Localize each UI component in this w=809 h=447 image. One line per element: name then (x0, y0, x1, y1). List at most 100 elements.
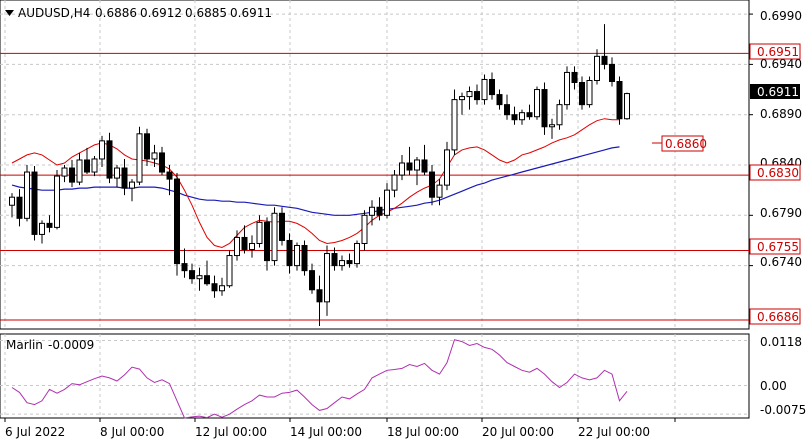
ohlc-close: 0.6911 (230, 6, 272, 20)
indicator-tick: 0.0118 (760, 335, 802, 349)
level-tag: 0.6951 (757, 45, 799, 59)
level-tag: 0.6755 (757, 240, 799, 254)
bearish-candle (316, 289, 323, 303)
bearish-candle (301, 244, 308, 272)
bullish-candle (91, 158, 98, 173)
chart-menu-triangle-icon[interactable] (5, 10, 14, 16)
price-tick: 0.6990 (760, 9, 802, 23)
bullish-candle (481, 78, 488, 101)
moving-averages (11, 118, 620, 249)
bullish-candle (624, 93, 630, 120)
bearish-candle (579, 82, 585, 106)
indicator-axis[interactable]: 0.0118 0.00 -0.0075 (760, 335, 806, 417)
level-tag-box (749, 164, 801, 181)
ohlc-high: 0.6912 (140, 6, 182, 20)
indicator-name: Marlin (6, 338, 43, 352)
bearish-candle (376, 206, 383, 216)
bullish-candle (61, 167, 68, 177)
bearish-candle (46, 222, 53, 228)
bullish-candle (271, 212, 278, 262)
bearish-candle (106, 140, 113, 179)
bullish-candle (196, 275, 203, 280)
bearish-candle (204, 275, 210, 285)
indicator-panel[interactable] (0, 333, 750, 419)
bearish-candle (286, 239, 293, 267)
bullish-candle (234, 236, 240, 257)
target-box (661, 135, 704, 152)
time-tick: 14 Jul 00:00 (290, 425, 362, 439)
marlin-line (11, 339, 628, 419)
bullish-candle (219, 285, 225, 292)
bullish-candle (384, 189, 390, 216)
bearish-candle (616, 80, 623, 120)
price-tick: 0.6890 (760, 107, 802, 121)
bullish-candle (324, 253, 330, 303)
bullish-candle (339, 260, 345, 267)
bearish-candle (496, 94, 503, 106)
bearish-candle (601, 55, 608, 65)
bullish-candle (399, 162, 405, 176)
bearish-candle (511, 114, 518, 121)
target-label: 0.6860 (665, 137, 707, 151)
bullish-candle (586, 79, 593, 106)
bearish-candle (211, 283, 218, 292)
bullish-candle (369, 206, 375, 216)
bullish-candle (451, 99, 458, 151)
indicator-tick: -0.0075 (760, 403, 806, 417)
indicator-value: -0.0009 (48, 338, 94, 352)
bullish-candle (249, 242, 255, 251)
bullish-candle (151, 152, 158, 160)
ohlc-open: 0.6886 (95, 6, 137, 20)
bullish-candle (76, 159, 83, 183)
bullish-candle (556, 104, 563, 126)
time-tick: 6 Jul 2022 (5, 425, 65, 439)
bullish-candle (414, 159, 420, 171)
bearish-candle (309, 270, 315, 291)
bearish-candle (181, 263, 188, 272)
price-tick: 0.6940 (760, 57, 802, 71)
time-tick: 18 Jul 00:00 (387, 425, 459, 439)
chart-header: AUDUSD,H4 0.6886 0.6912 0.6885 0.6911 (5, 6, 272, 20)
bullish-candle (549, 124, 555, 128)
level-labels: 0.6951 0.6830 0.6755 0.6686 (749, 43, 801, 325)
bearish-candle (159, 152, 165, 173)
bearish-candle (69, 167, 75, 183)
bearish-candle (121, 167, 128, 189)
level-tag: 0.6686 (757, 310, 799, 324)
bearish-candle (609, 63, 615, 82)
bearish-candle (474, 91, 480, 101)
bullish-candle (9, 196, 15, 206)
bullish-candle (354, 242, 360, 265)
bullish-candle (114, 167, 120, 179)
price-tick: 0.6740 (760, 255, 802, 269)
bullish-candle (466, 91, 473, 98)
candles (9, 24, 630, 326)
bullish-candle (564, 71, 570, 106)
time-tick: 12 Jul 00:00 (195, 425, 267, 439)
bullish-candle (594, 55, 600, 81)
bearish-candle (84, 159, 90, 173)
current-price-tag (750, 84, 800, 99)
price-axis[interactable]: 0.6990 0.6940 0.6890 0.6840 0.6790 0.674… (750, 9, 802, 269)
bullish-candle (136, 133, 143, 183)
symbol-label: AUDUSD,H4 (18, 6, 90, 20)
target-annotation[interactable]: 0.6860 (652, 135, 707, 152)
bearish-candle (346, 260, 353, 265)
bullish-candle (534, 89, 540, 118)
bullish-candle (24, 171, 30, 219)
bearish-candle (16, 196, 23, 219)
time-axis[interactable]: 6 Jul 2022 8 Jul 00:00 12 Jul 00:00 14 J… (5, 425, 650, 439)
bullish-candle (256, 221, 263, 244)
level-tag-box (749, 238, 801, 255)
bearish-candle (406, 162, 413, 171)
level-tag-box (749, 308, 801, 325)
time-tick: 20 Jul 00:00 (482, 425, 554, 439)
current-price-label: 0.6911 (757, 85, 799, 99)
bearish-candle (526, 112, 533, 118)
bullish-candle (519, 112, 525, 121)
ohlc-low: 0.6885 (185, 6, 227, 20)
bearish-candle (429, 171, 435, 198)
bearish-candle (31, 171, 38, 235)
